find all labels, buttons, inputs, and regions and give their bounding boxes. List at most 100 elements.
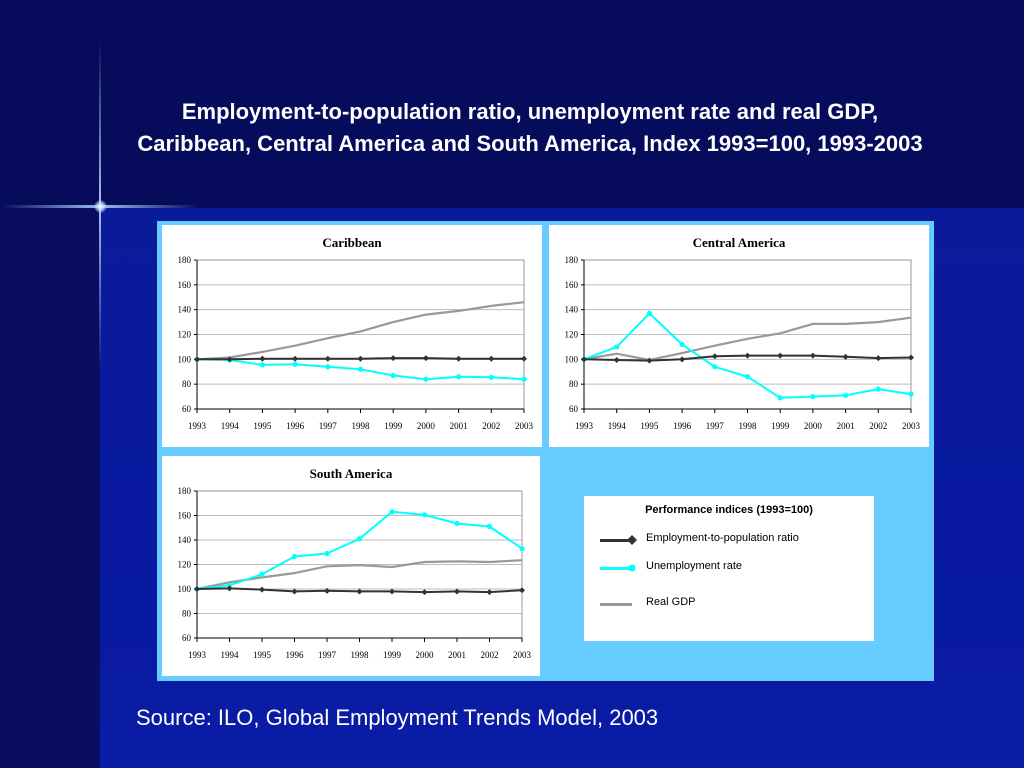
legend-item-gdp: Real GDP [600,594,870,614]
data-point-unemployment [646,310,652,316]
y-tick-label: 140 [565,305,579,315]
data-point-employment [455,355,462,362]
data-point-unemployment [456,374,462,380]
y-tick-label: 100 [565,354,579,364]
x-tick-label: 2002 [482,421,500,431]
data-point-employment [324,587,330,594]
data-point-unemployment [908,391,914,397]
data-point-employment [357,355,364,362]
y-tick-label: 80 [182,379,192,389]
x-tick-label: 1996 [286,650,305,660]
data-point-employment [744,352,751,359]
data-point-unemployment [744,374,751,380]
data-point-employment [646,357,653,364]
data-point-employment [390,355,397,362]
data-point-employment [324,355,331,362]
legend-diamond-marker-icon [627,535,637,545]
data-point-employment [454,588,460,595]
data-point-unemployment [390,372,396,379]
x-tick-label: 2003 [902,421,921,431]
data-point-employment [777,352,784,359]
data-point-unemployment [389,509,395,515]
data-point-unemployment [679,341,685,348]
legend-circle-marker-icon [628,564,636,572]
data-point-unemployment [259,362,265,368]
data-point-unemployment [488,374,494,380]
data-point-unemployment [777,395,783,401]
y-tick-label: 180 [565,255,579,265]
data-point-unemployment [324,550,330,557]
y-tick-label: 80 [182,609,192,619]
slide-title: Employment-to-population ratio, unemploy… [0,96,1024,160]
y-tick-label: 180 [178,486,192,496]
data-point-unemployment [519,545,525,552]
legend-line-gdp [600,603,632,606]
data-point-employment [875,355,882,362]
data-point-unemployment [810,393,816,400]
legend-item-unemployment: Unemployment rate [600,558,870,578]
x-tick-label: 1993 [188,421,207,431]
x-tick-label: 2000 [416,650,435,660]
x-tick-label: 1994 [221,421,240,431]
slide-title-line-1: Employment-to-population ratio, unemploy… [181,99,879,124]
x-tick-label: 1997 [319,421,338,431]
chart-svg: Central America 60 80 100 120 140 160 180 1993 19… [565,235,921,431]
data-point-employment [226,585,233,592]
slide-title-line-2: Caribbean, Central America and South Ame… [137,131,923,156]
header-band [0,0,1024,208]
flare-star-icon [94,200,107,213]
series-line-gdp [196,301,525,361]
x-tick-label: 2000 [804,421,823,431]
data-point-unemployment [291,553,298,560]
legend-label-unemployment: Unemployment rate [646,560,742,572]
x-tick-label: 1995 [640,421,659,431]
chart-svg: Caribbean 60 80 100 120 140 160 180 1993 1994 1995… [178,235,534,431]
data-point-unemployment [614,344,620,350]
chart-title: South America [310,466,393,481]
y-tick-label: 160 [178,511,192,521]
x-tick-label: 1999 [383,650,402,660]
x-tick-label: 1993 [188,650,207,660]
data-point-unemployment [843,392,849,398]
data-point-employment [421,589,428,596]
y-tick-label: 120 [565,330,579,340]
y-tick-label: 180 [178,255,192,265]
x-tick-label: 1995 [253,421,272,431]
y-tick-label: 120 [178,330,192,340]
y-tick-label: 100 [178,354,192,364]
data-point-unemployment [454,520,460,527]
x-tick-label: 2002 [869,421,887,431]
data-point-employment [194,356,200,363]
data-point-employment [908,354,914,361]
y-tick-label: 60 [182,404,192,414]
x-tick-label: 1994 [608,421,627,431]
data-point-unemployment [259,571,265,577]
data-point-employment [259,355,266,362]
data-point-employment [809,352,816,359]
x-tick-label: 1996 [673,421,692,431]
x-tick-label: 1998 [351,650,370,660]
data-point-employment [356,588,363,595]
data-point-employment [521,355,527,362]
chart-caribbean: Caribbean 60 80 100 120 140 160 180 1993 1994 1995… [162,225,542,447]
y-tick-label: 160 [178,280,192,290]
charts-panel: Caribbean 60 80 100 120 140 160 180 1993 1994 1995… [157,221,934,681]
data-point-employment [486,589,493,596]
data-point-employment [842,353,849,360]
legend-line-employment [600,539,632,542]
y-tick-label: 120 [178,560,192,570]
data-point-unemployment [521,376,527,382]
data-point-unemployment [226,582,233,588]
x-tick-label: 1996 [286,421,305,431]
data-point-unemployment [486,523,493,530]
y-tick-label: 140 [178,535,192,545]
data-point-employment [291,588,298,595]
chart-svg: South America 60 80 100 120 140 160 180 1993 1994… [178,466,532,660]
x-tick-label: 2002 [481,650,499,660]
data-point-employment [613,356,620,363]
chart-central-america: Central America 60 80 100 120 140 160 180 1993 19… [549,225,929,447]
data-point-employment [389,588,395,595]
x-tick-label: 1997 [706,421,725,431]
data-point-employment [711,353,718,360]
data-point-unemployment [292,361,298,367]
